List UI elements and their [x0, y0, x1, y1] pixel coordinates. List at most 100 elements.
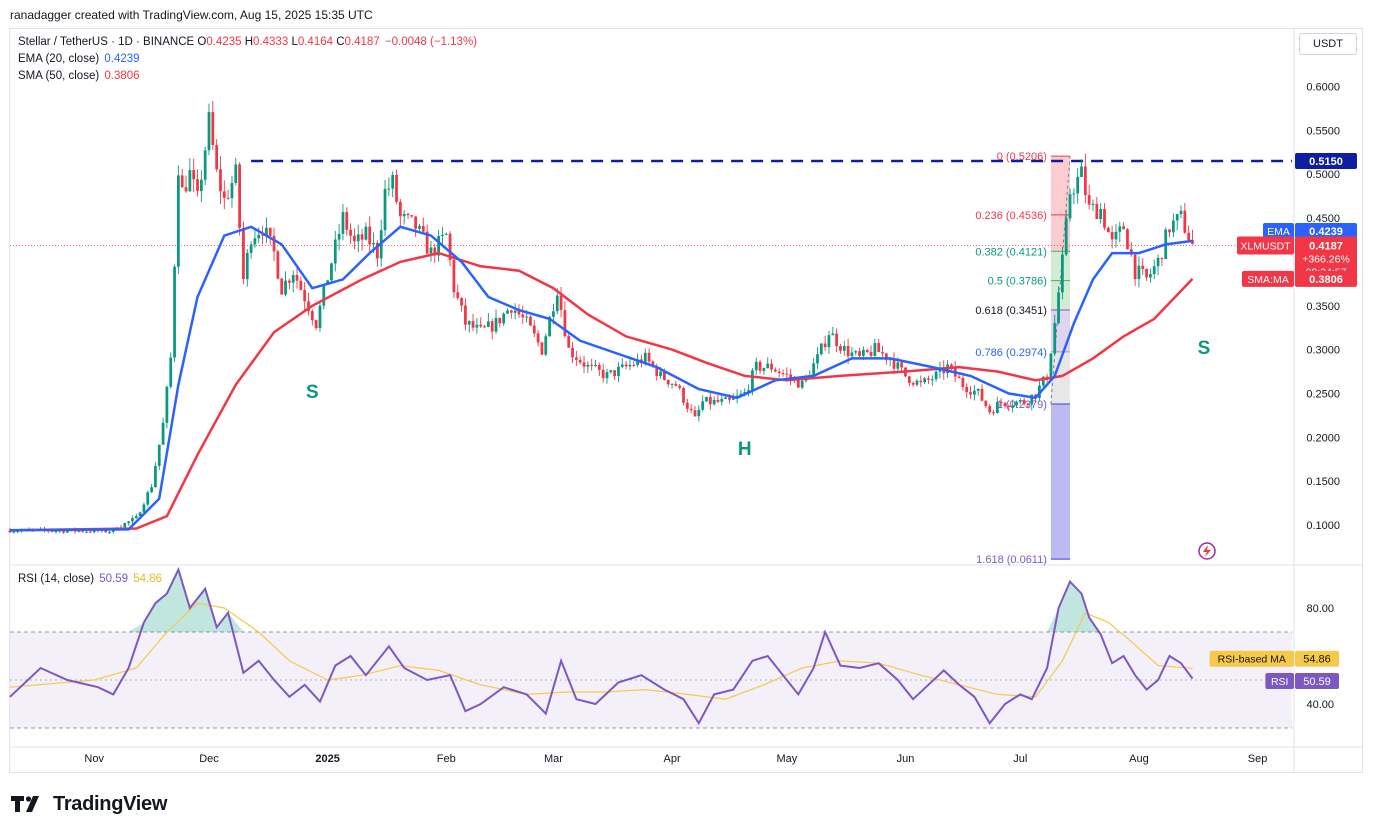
- candle-body: [712, 399, 716, 405]
- candle-body: [421, 225, 425, 232]
- candle: [441, 226, 444, 245]
- candle-body: [1160, 257, 1164, 260]
- x-tick-label: Nov: [84, 753, 104, 765]
- candle: [460, 297, 463, 312]
- candle: [789, 368, 793, 386]
- candle: [624, 361, 628, 370]
- candle: [976, 388, 980, 396]
- candle: [192, 158, 196, 193]
- symbol-title[interactable]: Stellar / TetherUS · 1D · BINANCE: [18, 36, 195, 48]
- candle-body: [486, 321, 490, 327]
- candle-body: [900, 362, 904, 368]
- candle: [425, 224, 429, 254]
- candle: [467, 320, 471, 333]
- candle: [207, 103, 211, 156]
- candle: [364, 222, 368, 241]
- y-tick-label: 0.3000: [1306, 345, 1340, 357]
- x-tick-label: Sep: [1248, 753, 1268, 765]
- candle-body: [238, 164, 241, 228]
- candle-body: [1007, 406, 1011, 408]
- candle-body: [460, 297, 463, 306]
- candle: [276, 249, 280, 280]
- candle-body: [529, 316, 532, 326]
- x-tick-label: Mar: [544, 753, 563, 765]
- candle: [758, 359, 762, 375]
- candle: [1083, 153, 1087, 204]
- candle: [265, 217, 268, 243]
- candle: [345, 207, 349, 236]
- x-tick-label: Feb: [437, 753, 456, 765]
- candle-body: [785, 373, 789, 375]
- candle: [318, 300, 322, 333]
- candle-body: [372, 242, 375, 245]
- candle: [483, 325, 486, 328]
- rsi-overbought-fill: [155, 593, 167, 632]
- candle: [995, 396, 999, 414]
- candle-body: [1145, 269, 1148, 278]
- candle: [705, 396, 708, 403]
- candle-body: [674, 383, 678, 386]
- price-tag-value-bg: [1295, 222, 1357, 239]
- rsi-legend-label: RSI (14, close): [18, 573, 95, 585]
- candle-body: [594, 364, 597, 366]
- candle: [1118, 221, 1122, 243]
- candle-body: [1018, 400, 1022, 402]
- candle: [502, 312, 506, 327]
- candle-body: [1053, 323, 1057, 354]
- candle: [850, 346, 854, 358]
- candle: [138, 511, 142, 517]
- candle-body: [219, 169, 222, 192]
- candle: [839, 343, 842, 354]
- candle-body: [670, 383, 674, 385]
- rsi-legend-value: 50.59: [99, 573, 129, 585]
- candle-body: [777, 371, 781, 374]
- candle: [1141, 257, 1145, 275]
- price-tag-label: EMA: [1267, 226, 1290, 238]
- tradingview-brand[interactable]: TradingView: [11, 791, 167, 817]
- candle-body: [846, 346, 850, 357]
- sma-legend[interactable]: SMA (50, close) 0.3806: [18, 70, 140, 82]
- candle-body: [284, 280, 287, 295]
- candle-body: [391, 174, 395, 189]
- candle-body: [858, 351, 861, 356]
- candle-body: [552, 311, 555, 317]
- candle: [919, 375, 923, 387]
- candle-body: [881, 352, 884, 354]
- candle-body: [835, 333, 838, 347]
- candle-body: [613, 370, 617, 377]
- ema-legend[interactable]: EMA (20, close) 0.4239: [18, 53, 140, 65]
- x-tick-label: Dec: [199, 753, 219, 765]
- candle: [781, 369, 785, 377]
- candle: [456, 284, 460, 301]
- candle-body: [1175, 214, 1179, 221]
- candle: [410, 215, 414, 219]
- candle-body: [907, 376, 911, 383]
- candle: [1168, 229, 1171, 238]
- fib-level-label: 0.236 (0.4536): [975, 210, 1047, 222]
- currency-unit-button[interactable]: USDT: [1299, 33, 1357, 55]
- candle-body: [1011, 405, 1015, 408]
- candle: [544, 333, 548, 357]
- candle-body: [127, 521, 131, 524]
- candle: [594, 359, 597, 368]
- candle: [303, 282, 307, 311]
- candle: [1129, 241, 1133, 257]
- candle: [999, 398, 1003, 407]
- candle-body: [513, 310, 517, 313]
- candle: [674, 380, 678, 387]
- candle-body: [464, 305, 467, 325]
- candle: [322, 283, 326, 310]
- ohlc-h: H0.4333: [244, 36, 289, 48]
- price-tag-value: 0.3806: [1309, 274, 1343, 286]
- candle: [307, 292, 310, 316]
- fib-level-label: 1.618 (0.0611): [976, 554, 1047, 566]
- candle-body: [1041, 376, 1045, 386]
- candle-body: [479, 324, 483, 327]
- candle-body: [1022, 400, 1026, 405]
- candle-body: [678, 385, 682, 388]
- candle-body: [812, 363, 816, 376]
- candle: [965, 383, 969, 399]
- candle-body: [1064, 218, 1068, 255]
- rsi-legend[interactable]: RSI (14, close) 50.59 54.86: [18, 573, 162, 585]
